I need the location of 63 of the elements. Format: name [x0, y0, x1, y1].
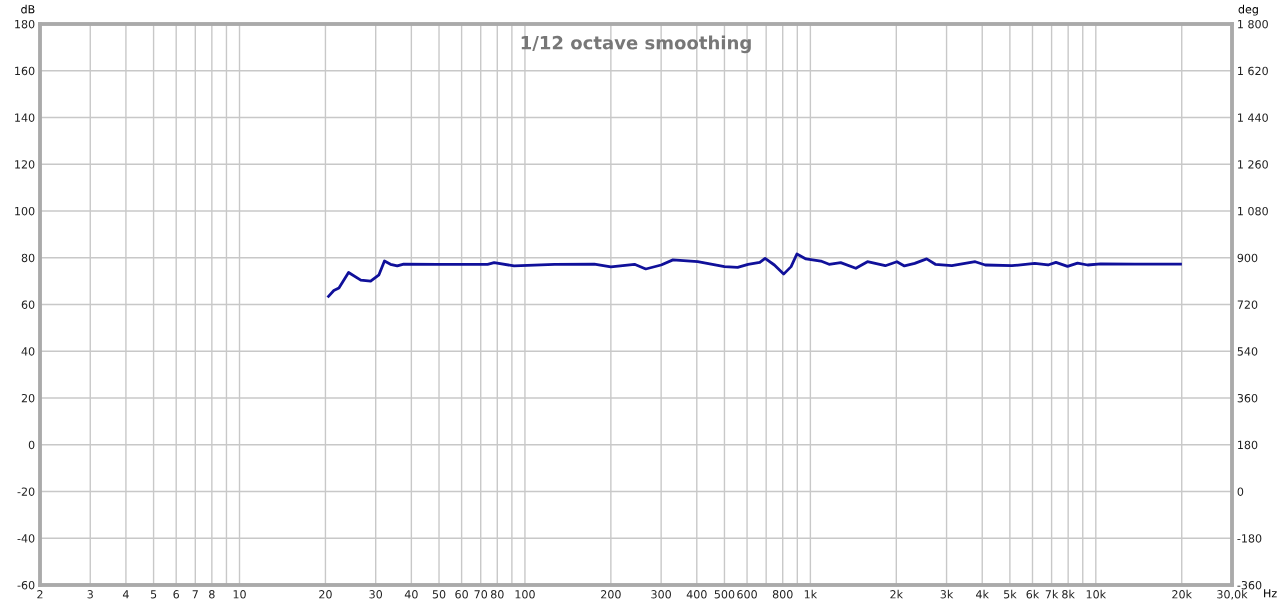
y-tick-label: 0 [28, 440, 35, 450]
y2-tick-label: 1 440 [1238, 113, 1268, 122]
x-tick-label: 800 [772, 590, 793, 599]
y2-tick-label: 0 [1237, 487, 1244, 496]
x-tick-label: 20 [319, 590, 332, 599]
y-tick-label: -60 [17, 580, 35, 590]
x-tick-label: 50 [432, 590, 446, 599]
y2-tick-label: 900 [1237, 253, 1258, 263]
x-tick-label: 5k [1003, 589, 1017, 599]
y-tick-label: 100 [15, 206, 35, 216]
x-axis-title: Hz [1264, 589, 1277, 598]
x-tick-label: 10k [1086, 589, 1107, 599]
y-tick-label: 40 [21, 347, 35, 356]
x-tick-label: 3 [87, 590, 93, 599]
y-axis-title: dB [21, 4, 35, 14]
x-tick-label: 6k [1026, 589, 1040, 599]
y-tick-label: 120 [15, 160, 35, 169]
y2-tick-label: -360 [1237, 580, 1262, 590]
x-tick-label: 2 [37, 590, 43, 599]
x-tick-label: 60 [455, 590, 468, 599]
x-tick-label: 30,0k [1217, 589, 1248, 600]
x-tick-label: 400 [686, 590, 707, 599]
x-tick-label: 80 [490, 590, 504, 599]
x-tick-label: 200 [601, 590, 621, 599]
y2-tick-label: -180 [1237, 534, 1262, 543]
x-tick-label: 500 [714, 590, 735, 599]
y2-tick-label: 1 800 [1238, 19, 1268, 29]
x-tick-label: 6 [173, 590, 180, 599]
y2-tick-label: 1 620 [1238, 66, 1268, 76]
y2-tick-label: 1 260 [1238, 160, 1268, 169]
x-tick-label: 2k [890, 589, 904, 599]
y-tick-label: 60 [21, 300, 35, 309]
x-tick-label: 5 [150, 590, 157, 599]
x-tick-label: 7k [1045, 589, 1059, 599]
y2-axis-title: deg [1238, 4, 1258, 16]
x-tick-label: 10 [233, 590, 246, 599]
x-tick-label: 100 [515, 590, 535, 599]
x-tick-label: 1k [804, 589, 818, 599]
x-tick-label: 20k [1172, 589, 1192, 599]
x-tick-label: 4 [122, 590, 129, 599]
y-tick-label: 140 [15, 113, 35, 122]
x-tick-label: 3k [940, 589, 954, 599]
y-tick-label: 160 [15, 66, 35, 76]
y2-tick-label: 360 [1237, 393, 1258, 403]
x-tick-label: 8k [1062, 589, 1075, 599]
x-tick-label: 30 [369, 590, 383, 599]
y2-tick-label: 1 080 [1238, 206, 1268, 216]
x-tick-label: 8 [209, 590, 215, 599]
y-tick-label: 20 [21, 393, 35, 403]
x-tick-label: 300 [651, 590, 671, 599]
x-tick-label: 40 [404, 590, 418, 599]
y-tick-label: -20 [17, 487, 35, 496]
y-tick-label: 80 [21, 253, 35, 263]
y-tick-label: 180 [15, 19, 35, 29]
x-tick-label: 7 [192, 590, 198, 599]
y2-tick-label: 540 [1237, 347, 1258, 356]
y2-tick-label: 720 [1237, 300, 1258, 309]
x-tick-label: 4k [976, 589, 989, 599]
y-tick-label: -40 [17, 534, 35, 543]
text: 1/12 octave smoothing [521, 35, 751, 54]
y2-tick-label: 180 [1238, 440, 1258, 450]
x-tick-label: 70 [474, 590, 488, 599]
x-tick-label: 600 [737, 590, 757, 599]
